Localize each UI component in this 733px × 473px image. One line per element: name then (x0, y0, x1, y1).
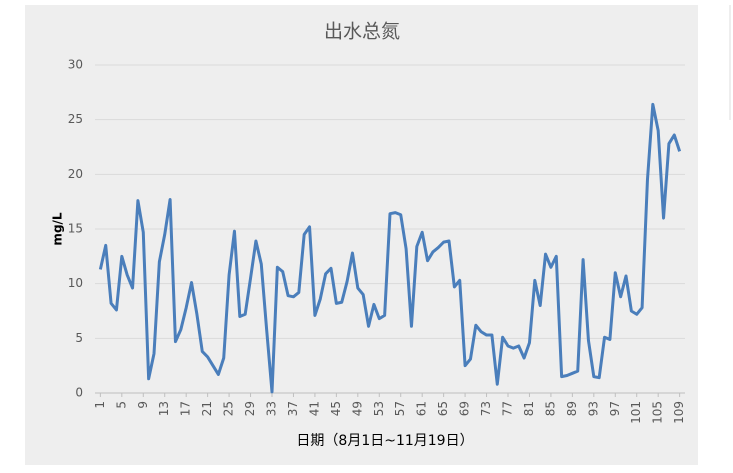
chart-area (25, 5, 698, 465)
x-tick-label: 85 (543, 401, 557, 416)
x-tick-label: 73 (479, 401, 493, 416)
x-tick-label: 41 (307, 401, 321, 416)
x-tick-label: 49 (350, 401, 364, 416)
x-tick-label: 37 (286, 401, 300, 416)
x-tick-label: 53 (372, 401, 386, 416)
y-tick-label: 20 (68, 167, 83, 181)
y-tick-label: 25 (68, 112, 83, 126)
chart-title: 出水总氮 (324, 21, 400, 43)
x-tick-label: 45 (329, 401, 343, 416)
x-tick-label: 5 (114, 401, 128, 409)
x-tick-label: 69 (458, 401, 472, 416)
x-tick-label: 13 (157, 401, 171, 416)
y-axis-label: mg/L (51, 212, 65, 245)
x-tick-label: 65 (436, 401, 450, 416)
x-tick-label: 101 (629, 401, 643, 424)
x-tick-label: 21 (200, 401, 214, 416)
y-tick-label: 0 (75, 386, 83, 400)
x-tick-label: 61 (415, 401, 429, 416)
series-line (98, 102, 682, 394)
x-tick-label: 9 (136, 401, 150, 409)
y-tick-label: 15 (68, 222, 83, 236)
y-tick-label: 30 (68, 58, 83, 72)
x-tick-label: 105 (651, 401, 665, 424)
x-tick-label: 109 (672, 401, 686, 424)
x-tick-label: 81 (522, 401, 536, 416)
x-axis-label: 日期（8月1日~11月19日） (296, 433, 473, 449)
x-tick-label: 89 (565, 401, 579, 416)
x-tick-label: 57 (393, 401, 407, 416)
x-tick-label: 17 (179, 401, 193, 416)
y-tick-label: 10 (68, 276, 83, 290)
x-tick-label: 97 (608, 401, 622, 416)
x-tick-label: 93 (586, 401, 600, 416)
x-tick-label: 1 (93, 401, 107, 409)
x-tick-label: 25 (222, 401, 236, 416)
x-tick-label: 77 (501, 401, 515, 416)
x-tick-label: 33 (265, 401, 279, 416)
y-tick-label: 5 (75, 331, 83, 345)
x-tick-label: 29 (243, 401, 257, 416)
